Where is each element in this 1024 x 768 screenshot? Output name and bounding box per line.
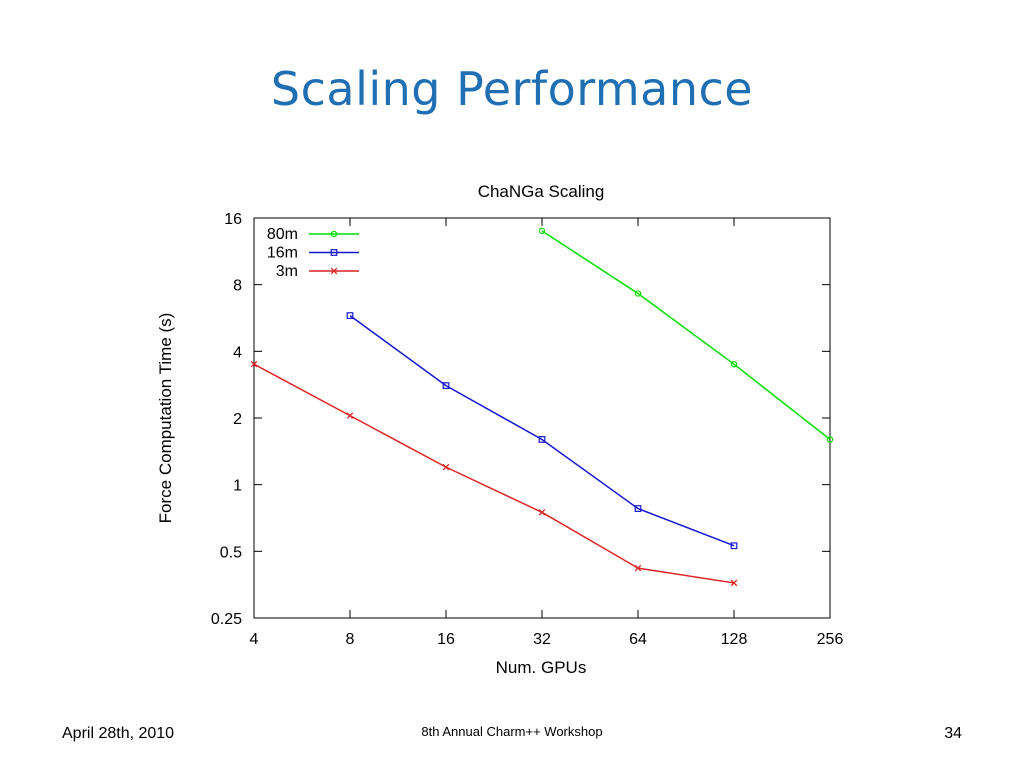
data-point-x (442, 463, 450, 471)
footer-page-number: 34 (944, 725, 962, 742)
data-point-x (250, 360, 258, 368)
x-tick-label: 256 (817, 631, 844, 648)
legend-label: 3m (276, 263, 298, 280)
x-tick-label: 8 (346, 631, 355, 648)
legend-label: 16m (267, 245, 298, 262)
series-line-3m (253, 363, 735, 584)
y-tick-label: 8 (233, 278, 242, 295)
data-point-x (634, 564, 642, 572)
data-point-square (538, 436, 546, 443)
data-point-circle (330, 230, 338, 238)
footer-date: April 28th, 2010 (62, 725, 175, 742)
y-tick-label: 0.5 (220, 544, 242, 561)
y-tick-label: 0.25 (211, 611, 242, 628)
data-point-square (330, 249, 338, 256)
y-tick-label: 16 (224, 211, 242, 228)
y-tick-label: 4 (233, 344, 242, 361)
series-line-80m (541, 230, 831, 441)
y-axis: 16 8 4 2 1 0.5 0.25 (211, 211, 830, 628)
plot-frame (253, 217, 831, 619)
x-tick-label: 16 (437, 631, 455, 648)
x-tick-label: 32 (533, 631, 551, 648)
x-tick-label: 4 (250, 631, 259, 648)
data-point-x (538, 509, 546, 516)
x-tick-label: 128 (721, 631, 748, 648)
y-tick-label: 1 (233, 478, 242, 495)
legend-label: 80m (267, 226, 298, 243)
data-point-circle (730, 360, 738, 368)
x-axis: 4 8 16 32 64 128 256 (250, 218, 844, 648)
data-point-square (442, 382, 450, 390)
chart-title: ChaNGa Scaling (478, 182, 605, 201)
slide-title: Scaling Performance (270, 62, 754, 116)
x-tick-label: 64 (629, 631, 647, 648)
y-axis-label: Force Computation Time (s) (156, 313, 175, 524)
data-point-square (634, 505, 642, 512)
data-point-circle (826, 436, 834, 443)
data-point-circle (538, 227, 546, 235)
data-point-square (730, 542, 738, 550)
footer-event: 8th Annual Charm++ Workshop (421, 724, 603, 739)
data-point-circle (634, 290, 642, 297)
data-point-x (730, 579, 738, 587)
series-line-16m (349, 314, 735, 547)
y-tick-label: 2 (233, 411, 242, 428)
data-point-x (330, 267, 338, 275)
data-point-x (346, 412, 354, 419)
data-point-square (346, 312, 354, 319)
x-axis-label: Num. GPUs (496, 658, 587, 677)
series-group (250, 227, 834, 587)
